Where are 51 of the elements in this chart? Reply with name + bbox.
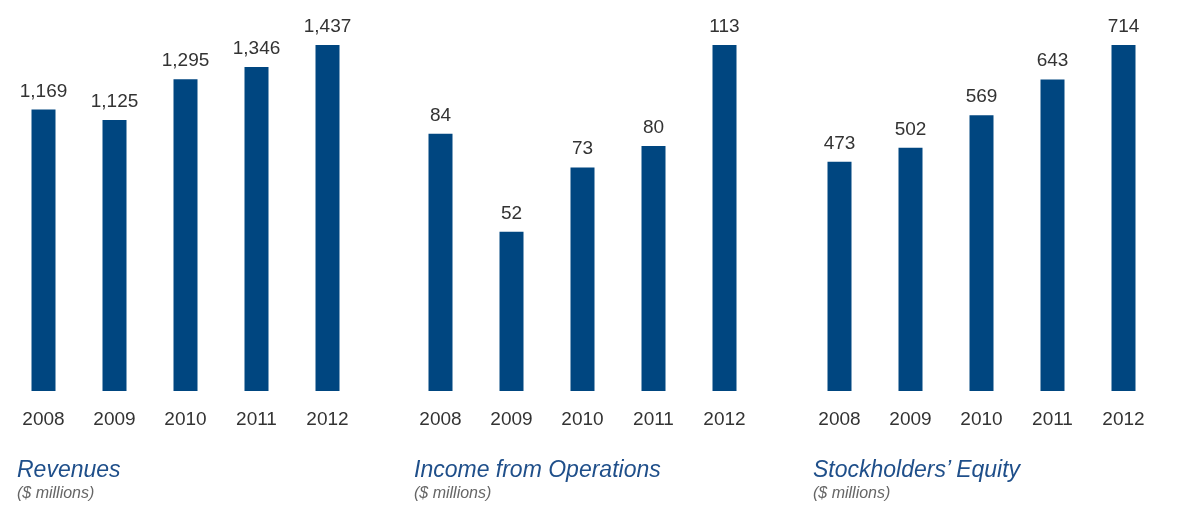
data-label: 473 (823, 131, 856, 153)
data-label: 1,346 (232, 36, 281, 58)
bar (969, 115, 994, 391)
bar (244, 66, 269, 391)
data-label: 113 (709, 15, 740, 36)
bar (712, 45, 737, 391)
x-tick-label: 2010 (960, 408, 1003, 429)
x-tick-label: 2009 (889, 408, 932, 429)
data-label: 80 (642, 116, 665, 138)
data-label: 1,169 (19, 79, 68, 101)
data-label: 84 (429, 103, 452, 125)
data-label: 1,437 (303, 15, 352, 36)
text: Stockholders’ Equity (813, 455, 1022, 482)
bar (428, 133, 453, 391)
data-label: 73 (571, 137, 594, 159)
x-tick-label: 2009 (93, 408, 136, 429)
bar (499, 231, 524, 391)
text: Income from Operations (414, 455, 662, 482)
bar (315, 45, 340, 391)
x-tick-label: 2010 (164, 408, 207, 429)
bar (827, 161, 852, 391)
bar (1040, 79, 1065, 391)
bar (31, 109, 56, 391)
x-tick-label: 2012 (306, 408, 349, 429)
data-label: 643 (1036, 49, 1069, 71)
x-tick-label: 2011 (236, 408, 277, 429)
data-label: 1,125 (90, 90, 139, 112)
text: ($ millions) (414, 483, 492, 501)
bar (102, 120, 127, 391)
bar (1111, 45, 1136, 391)
x-tick-label: 2008 (22, 408, 65, 429)
x-tick-label: 2009 (490, 408, 533, 429)
text: Revenues (17, 455, 122, 482)
data-label: 1,295 (161, 49, 210, 71)
x-tick-label: 2008 (419, 408, 462, 429)
text: ($ millions) (813, 483, 891, 501)
data-label: 502 (894, 117, 927, 139)
x-tick-label: 2011 (633, 408, 674, 429)
x-tick-label: 2012 (1102, 408, 1145, 429)
data-label: 569 (965, 85, 998, 107)
bar (898, 147, 923, 391)
bar (641, 146, 666, 391)
data-label: 714 (1107, 15, 1140, 36)
x-tick-label: 2008 (818, 408, 861, 429)
text: ($ millions) (17, 483, 95, 501)
x-tick-label: 2012 (703, 408, 746, 429)
bar (173, 79, 198, 391)
x-tick-label: 2010 (561, 408, 604, 429)
x-tick-label: 2011 (1032, 408, 1073, 429)
bar (570, 167, 595, 391)
data-label: 52 (500, 201, 523, 223)
